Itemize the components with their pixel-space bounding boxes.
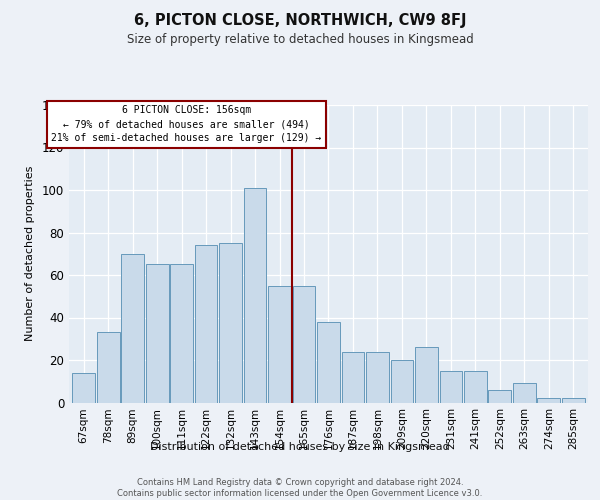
Bar — [170, 264, 193, 402]
Bar — [268, 286, 291, 403]
Y-axis label: Number of detached properties: Number of detached properties — [25, 166, 35, 342]
Bar — [195, 245, 217, 402]
Bar — [488, 390, 511, 402]
Bar — [440, 370, 462, 402]
Bar — [244, 188, 266, 402]
Bar — [219, 243, 242, 402]
Bar — [464, 370, 487, 402]
Text: 6, PICTON CLOSE, NORTHWICH, CW9 8FJ: 6, PICTON CLOSE, NORTHWICH, CW9 8FJ — [134, 12, 466, 28]
Bar — [415, 347, 438, 403]
Bar — [293, 286, 316, 403]
Bar — [317, 322, 340, 402]
Bar — [73, 373, 95, 402]
Text: 6 PICTON CLOSE: 156sqm
← 79% of detached houses are smaller (494)
21% of semi-de: 6 PICTON CLOSE: 156sqm ← 79% of detached… — [52, 105, 322, 143]
Bar — [146, 264, 169, 402]
Bar — [391, 360, 413, 403]
Bar — [97, 332, 119, 402]
Bar — [562, 398, 584, 402]
Bar — [341, 352, 364, 403]
Text: Contains HM Land Registry data © Crown copyright and database right 2024.
Contai: Contains HM Land Registry data © Crown c… — [118, 478, 482, 498]
Bar — [366, 352, 389, 403]
Bar — [513, 384, 536, 402]
Bar — [538, 398, 560, 402]
Bar — [121, 254, 144, 402]
Text: Distribution of detached houses by size in Kingsmead: Distribution of detached houses by size … — [150, 442, 450, 452]
Text: Size of property relative to detached houses in Kingsmead: Size of property relative to detached ho… — [127, 32, 473, 46]
